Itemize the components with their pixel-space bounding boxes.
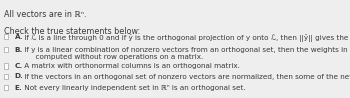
Text: B.: B. [15,47,23,53]
Text: D.: D. [15,74,23,79]
Text: C.: C. [15,63,23,69]
Text: Check the true statements below:: Check the true statements below: [4,27,140,36]
Text: E.: E. [15,85,22,91]
Text: If ℒ is a line through 0 and if ŷ is the orthogonal projection of y onto ℒ, then: If ℒ is a line through 0 and if ŷ is the… [22,34,350,42]
Text: If the vectors in an orthogonal set of nonzero vectors are normalized, then some: If the vectors in an orthogonal set of n… [22,74,350,79]
Text: A matrix with orthonormal columns is an orthogonal matrix.: A matrix with orthonormal columns is an … [22,63,240,69]
Text: If y is a linear combination of nonzero vectors from an orthogonal set, then the: If y is a linear combination of nonzero … [22,47,350,60]
Text: Not every linearly independent set in ℝⁿ is an orthogonal set.: Not every linearly independent set in ℝⁿ… [22,85,246,91]
Text: A.: A. [15,34,23,40]
Text: All vectors are in ℝⁿ.: All vectors are in ℝⁿ. [4,10,87,19]
